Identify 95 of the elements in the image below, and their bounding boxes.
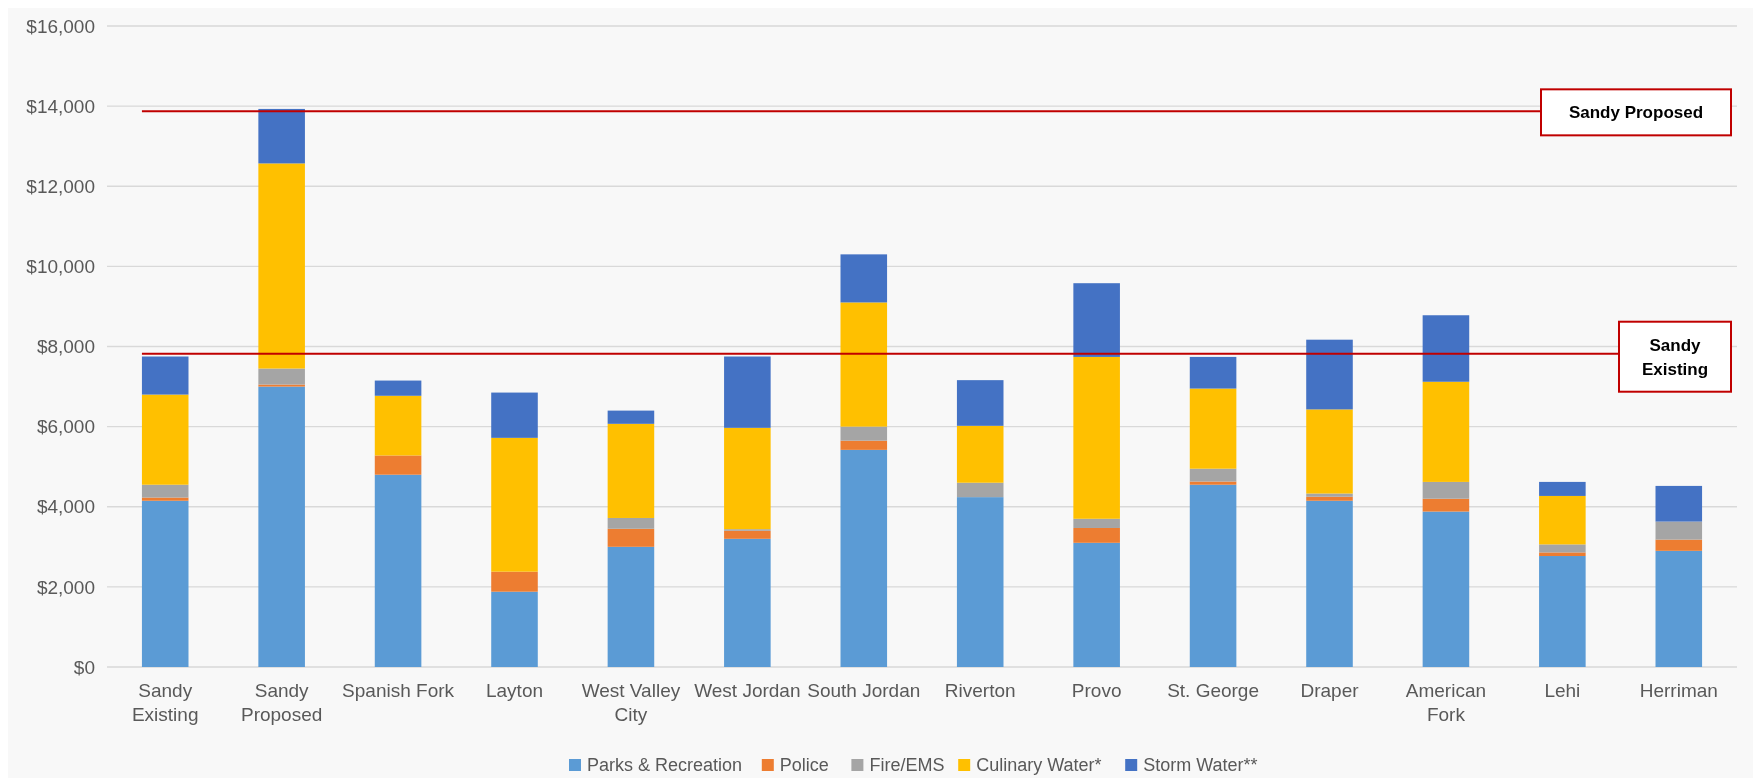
bar <box>1189 388 1237 469</box>
bar <box>258 108 305 164</box>
x-tick-label: Layton <box>485 680 544 701</box>
x-tick-label: Provo <box>1071 680 1122 701</box>
bar <box>374 380 422 396</box>
bar <box>1073 283 1120 357</box>
bar <box>1306 493 1353 497</box>
y-tick-label: $12,000 <box>26 175 95 197</box>
bar <box>724 538 771 667</box>
bar <box>956 425 1004 483</box>
ref-line-label: Sandy Proposed <box>1568 103 1704 123</box>
legend-label: Storm Water** <box>1143 755 1258 776</box>
bar <box>374 455 422 475</box>
bar <box>1306 500 1353 667</box>
bar <box>1073 542 1120 667</box>
bar <box>1306 496 1353 501</box>
bar <box>141 394 189 485</box>
x-tick-label: Sandy Existing <box>131 680 199 725</box>
bar <box>1189 356 1237 389</box>
bar <box>1189 468 1237 482</box>
bar <box>956 497 1004 667</box>
bar <box>1655 539 1703 551</box>
bar <box>1189 484 1237 667</box>
bar <box>1073 527 1120 543</box>
legend-label: Fire/EMS <box>869 755 945 776</box>
legend-label: Culinary Water* <box>976 755 1102 776</box>
bar <box>840 254 888 303</box>
bar <box>1539 495 1586 545</box>
y-tick-label: $16,000 <box>26 15 95 37</box>
bar <box>840 440 888 450</box>
bar <box>258 384 305 387</box>
x-tick-label: South Jordan <box>807 680 921 701</box>
x-tick-label: West Jordan <box>694 680 801 701</box>
bar <box>374 474 422 667</box>
bar <box>141 500 189 667</box>
bar <box>724 530 771 539</box>
bar <box>1073 518 1120 528</box>
y-tick-label: $8,000 <box>36 336 95 358</box>
bar <box>491 437 538 572</box>
bar <box>1539 556 1586 667</box>
bar <box>956 482 1004 498</box>
x-tick-label: Riverton <box>944 680 1016 701</box>
x-tick-label: Lehi <box>1544 680 1581 701</box>
x-tick-label: Herriman <box>1639 680 1718 701</box>
x-tick-label: Draper <box>1300 680 1360 701</box>
bar <box>1539 481 1586 496</box>
bar <box>607 423 655 518</box>
y-tick-label: $6,000 <box>36 416 95 438</box>
bar <box>1189 481 1237 485</box>
bar <box>258 163 305 369</box>
bar <box>258 368 305 385</box>
y-tick-label: $10,000 <box>26 256 95 278</box>
bar <box>607 410 655 424</box>
bar <box>840 302 888 427</box>
bar <box>491 571 538 592</box>
bar <box>840 449 888 667</box>
bar <box>1306 409 1353 494</box>
bar <box>1422 315 1470 382</box>
bar <box>1306 339 1353 410</box>
y-tick-label: $4,000 <box>36 496 95 518</box>
x-tick-label: Spanish Fork <box>342 680 455 701</box>
bar <box>141 497 189 501</box>
bar <box>1539 544 1586 553</box>
bar <box>1655 521 1703 540</box>
ref-line-label: Sandy Existing <box>1641 335 1709 379</box>
bar <box>956 380 1004 426</box>
x-tick-label: Sandy Proposed <box>240 680 323 725</box>
bar <box>1073 356 1120 519</box>
bar <box>1422 511 1470 667</box>
bar <box>840 426 888 441</box>
bar <box>258 386 305 667</box>
bar <box>1655 485 1703 522</box>
x-tick-label: West Valley City <box>581 680 681 725</box>
bar <box>491 591 538 667</box>
bar <box>1422 381 1470 482</box>
bar <box>491 392 538 438</box>
bar <box>724 356 771 428</box>
y-tick-label: $0 <box>73 656 95 678</box>
x-tick-label: American Fork <box>1405 680 1487 725</box>
bar <box>1655 550 1703 667</box>
bar <box>1422 481 1470 499</box>
bar <box>607 528 655 547</box>
x-tick-label: St. George <box>1167 680 1260 701</box>
bar <box>1539 552 1586 557</box>
bar <box>374 395 422 456</box>
bar <box>1422 498 1470 512</box>
bar <box>724 427 771 530</box>
bar <box>607 546 655 667</box>
bar <box>607 517 655 529</box>
bar <box>141 484 189 498</box>
bar <box>141 356 189 395</box>
y-tick-label: $14,000 <box>26 95 95 117</box>
legend-label: Parks & Recreation <box>587 755 743 776</box>
y-tick-label: $2,000 <box>36 576 95 598</box>
legend-label: Police <box>779 755 829 776</box>
